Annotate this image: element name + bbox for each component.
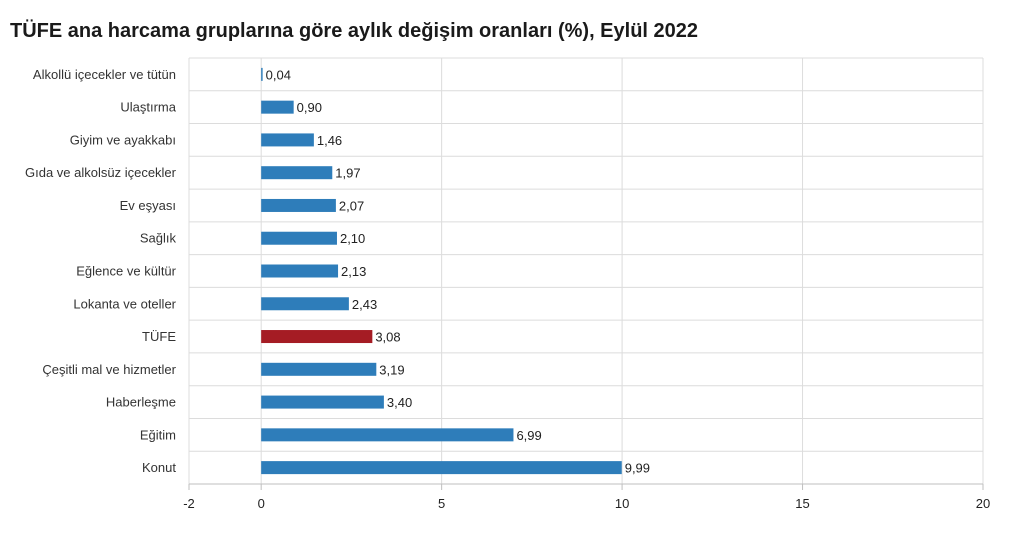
bar [261, 395, 384, 409]
category-label: Eğitim [140, 427, 176, 442]
data-label: 2,10 [340, 231, 365, 246]
data-label: 2,13 [341, 264, 366, 279]
bar [261, 166, 333, 180]
category-label: Konut [142, 460, 176, 475]
data-label: 6,99 [516, 428, 541, 443]
data-label: 3,19 [379, 362, 404, 377]
x-axis: -2 0 5 10 15 20 [183, 483, 990, 511]
x-tick-label: -2 [183, 496, 195, 511]
bar [261, 133, 314, 147]
data-label: 1,97 [335, 166, 360, 181]
category-label: Ulaştırma [120, 100, 176, 115]
category-label: Gıda ve alkolsüz içecekler [25, 165, 177, 180]
category-label: TÜFE [142, 329, 176, 344]
data-label: 3,40 [387, 395, 412, 410]
x-tick-label: 5 [438, 496, 445, 511]
data-label: 9,99 [625, 461, 650, 476]
data-label: 0,04 [266, 67, 291, 82]
x-tick-label: 20 [976, 496, 990, 511]
x-tick-label: 10 [615, 496, 629, 511]
category-label: Sağlık [140, 231, 177, 246]
bar [261, 100, 294, 114]
chart-title: TÜFE ana harcama gruplarına göre aylık d… [10, 20, 699, 42]
category-label: Çeşitli mal ve hizmetler [42, 362, 176, 377]
category-label: Ev eşyası [120, 198, 176, 213]
category-label: Eğlence ve kültür [76, 264, 176, 279]
bar [261, 362, 377, 376]
category-label: Lokanta ve oteller [73, 296, 176, 311]
bar [261, 198, 336, 212]
bar [261, 330, 373, 344]
bar [261, 67, 263, 81]
data-label: 0,90 [297, 100, 322, 115]
category-label: Haberleşme [106, 395, 176, 410]
bar [261, 231, 337, 245]
bar [261, 428, 514, 442]
category-label: Alkollü içecekler ve tütün [33, 67, 176, 82]
data-label: 2,43 [352, 297, 377, 312]
bar [261, 461, 622, 475]
data-label: 3,08 [375, 330, 400, 345]
x-tick-label: 15 [795, 496, 809, 511]
bar [261, 297, 349, 311]
x-tick-label: 0 [258, 496, 265, 511]
data-label: 1,46 [317, 133, 342, 148]
category-label: Giyim ve ayakkabı [70, 132, 176, 147]
data-label: 2,07 [339, 198, 364, 213]
value-labels: 0,04 0,90 1,46 1,97 2,07 2,10 2,13 2,43 3,08 3,19… [266, 67, 650, 475]
grid-lines [188, 57, 984, 485]
category-labels: Alkollü içecekler ve tütün Ulaştırma Giyim… [25, 67, 177, 475]
bars [261, 67, 622, 475]
bar [261, 264, 339, 278]
